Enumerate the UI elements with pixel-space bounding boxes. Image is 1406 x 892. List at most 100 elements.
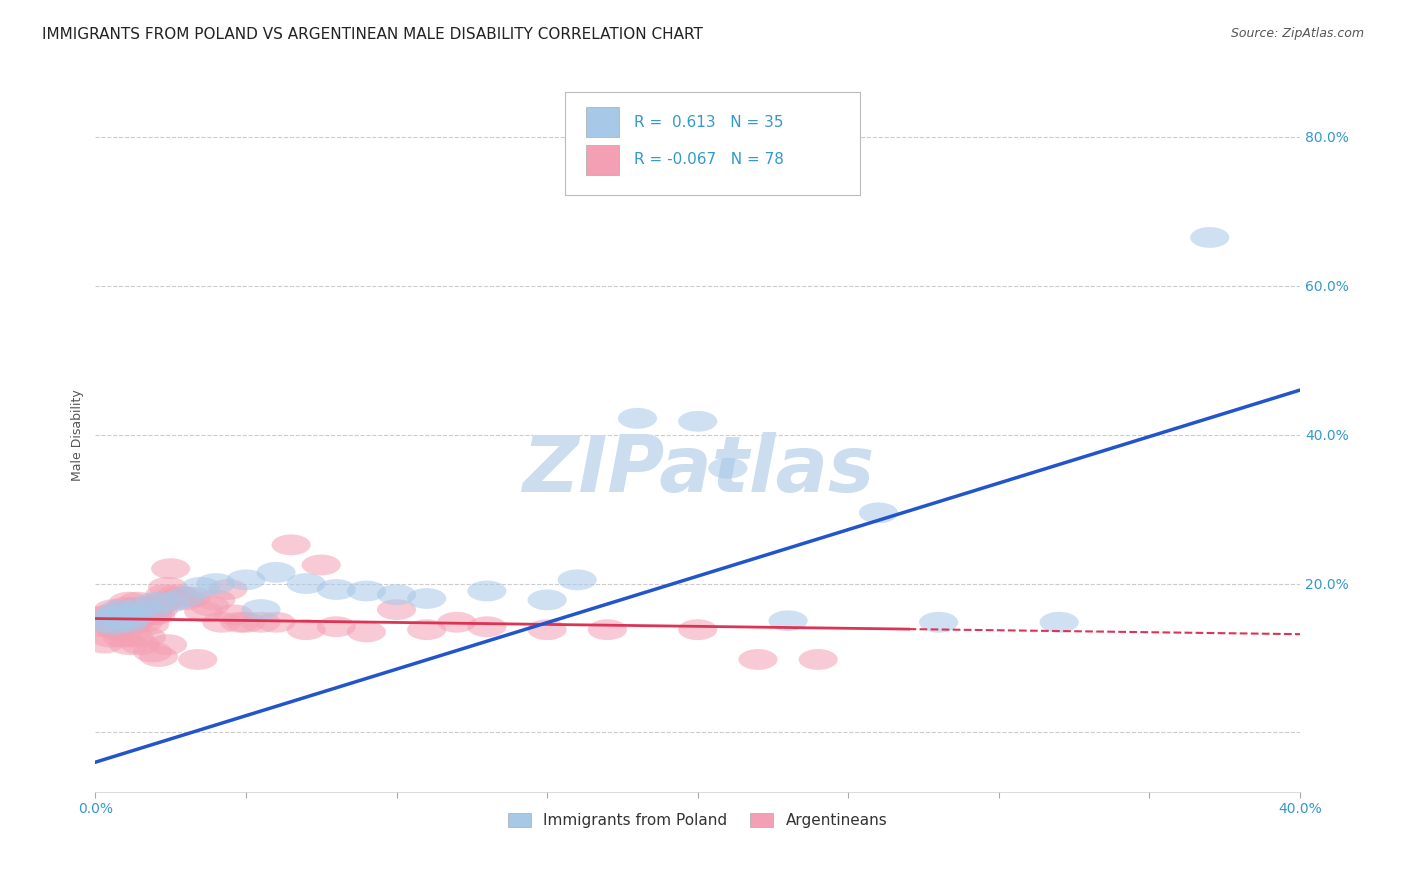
Ellipse shape [124,612,163,632]
Ellipse shape [738,649,778,670]
Ellipse shape [160,587,200,607]
Ellipse shape [467,581,506,601]
Ellipse shape [134,641,172,663]
Ellipse shape [91,627,129,648]
Ellipse shape [129,596,169,616]
Ellipse shape [408,619,446,640]
Ellipse shape [527,619,567,640]
Ellipse shape [115,597,155,618]
Ellipse shape [129,614,169,635]
Text: IMMIGRANTS FROM POLAND VS ARGENTINEAN MALE DISABILITY CORRELATION CHART: IMMIGRANTS FROM POLAND VS ARGENTINEAN MA… [42,27,703,42]
Ellipse shape [377,599,416,620]
Ellipse shape [181,577,221,598]
Ellipse shape [118,591,157,613]
Ellipse shape [1189,227,1229,248]
Ellipse shape [82,607,121,627]
Ellipse shape [221,612,260,632]
Ellipse shape [108,591,148,613]
Ellipse shape [134,605,172,625]
Ellipse shape [105,597,145,618]
Ellipse shape [145,584,184,605]
Ellipse shape [678,619,717,640]
Ellipse shape [94,614,134,635]
Ellipse shape [799,649,838,670]
Ellipse shape [287,619,326,640]
Ellipse shape [859,502,898,524]
Ellipse shape [316,579,356,600]
Ellipse shape [136,597,176,618]
Ellipse shape [91,607,129,627]
Ellipse shape [226,569,266,591]
Ellipse shape [108,634,148,655]
Text: ZIPatlas: ZIPatlas [522,433,875,508]
Ellipse shape [94,614,134,635]
Ellipse shape [97,619,136,640]
Ellipse shape [157,584,197,605]
Ellipse shape [103,627,142,648]
Ellipse shape [100,599,139,620]
Ellipse shape [527,590,567,610]
Ellipse shape [87,605,127,625]
Ellipse shape [84,616,124,637]
Ellipse shape [302,555,340,575]
Ellipse shape [377,584,416,605]
Ellipse shape [316,616,356,637]
Ellipse shape [242,612,281,632]
Ellipse shape [287,574,326,594]
Ellipse shape [214,605,253,625]
Ellipse shape [121,597,160,618]
Ellipse shape [197,574,235,594]
Text: R = -0.067   N = 78: R = -0.067 N = 78 [634,153,783,167]
Ellipse shape [79,612,118,632]
Ellipse shape [103,607,142,627]
Ellipse shape [136,605,176,625]
Ellipse shape [105,603,145,624]
Ellipse shape [588,619,627,640]
Ellipse shape [208,579,247,600]
Ellipse shape [678,411,717,432]
Ellipse shape [94,599,134,620]
FancyBboxPatch shape [586,107,620,137]
Text: Source: ZipAtlas.com: Source: ZipAtlas.com [1230,27,1364,40]
Ellipse shape [97,607,136,627]
Ellipse shape [112,614,150,635]
Ellipse shape [558,569,596,591]
Ellipse shape [408,588,446,609]
Ellipse shape [115,627,155,648]
Ellipse shape [124,601,163,623]
Ellipse shape [100,601,139,623]
Text: R =  0.613   N = 35: R = 0.613 N = 35 [634,115,783,130]
Ellipse shape [226,612,266,632]
Ellipse shape [105,607,145,627]
Ellipse shape [242,599,281,620]
Ellipse shape [467,616,506,637]
Ellipse shape [121,634,160,655]
Ellipse shape [139,646,179,667]
Ellipse shape [139,599,179,620]
Ellipse shape [150,558,190,579]
Ellipse shape [769,610,807,632]
Ellipse shape [271,534,311,556]
Ellipse shape [84,612,124,632]
Ellipse shape [197,590,235,610]
Ellipse shape [103,609,142,630]
Ellipse shape [148,577,187,598]
Y-axis label: Male Disability: Male Disability [72,389,84,481]
Ellipse shape [1039,612,1078,632]
Ellipse shape [108,601,148,623]
Ellipse shape [172,587,211,607]
Ellipse shape [112,599,150,620]
Ellipse shape [91,607,129,627]
Ellipse shape [437,612,477,632]
Ellipse shape [121,607,160,627]
Ellipse shape [108,612,148,632]
Ellipse shape [97,605,136,625]
Ellipse shape [920,612,959,632]
Ellipse shape [84,632,124,654]
Ellipse shape [155,590,193,610]
FancyBboxPatch shape [586,145,620,175]
Ellipse shape [202,612,242,632]
Ellipse shape [256,562,295,582]
Ellipse shape [127,605,166,625]
Ellipse shape [127,627,166,648]
